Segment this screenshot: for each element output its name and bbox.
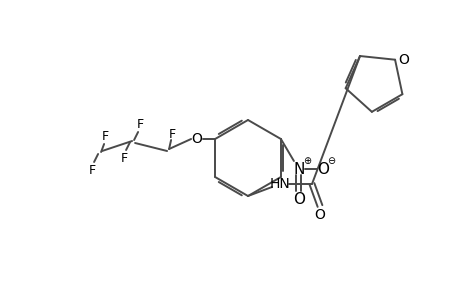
Text: HN: HN — [269, 177, 290, 191]
Text: F: F — [88, 164, 95, 176]
Text: ⊕: ⊕ — [302, 156, 310, 166]
Text: N: N — [292, 161, 304, 176]
Text: F: F — [168, 128, 175, 142]
Text: F: F — [101, 130, 108, 142]
Text: F: F — [120, 152, 128, 164]
Text: O: O — [316, 161, 328, 176]
Text: O: O — [398, 53, 409, 67]
Text: O: O — [314, 208, 325, 222]
Text: ⊖: ⊖ — [326, 156, 334, 166]
Text: F: F — [136, 118, 143, 130]
Text: O: O — [191, 132, 202, 146]
Text: O: O — [292, 191, 304, 206]
